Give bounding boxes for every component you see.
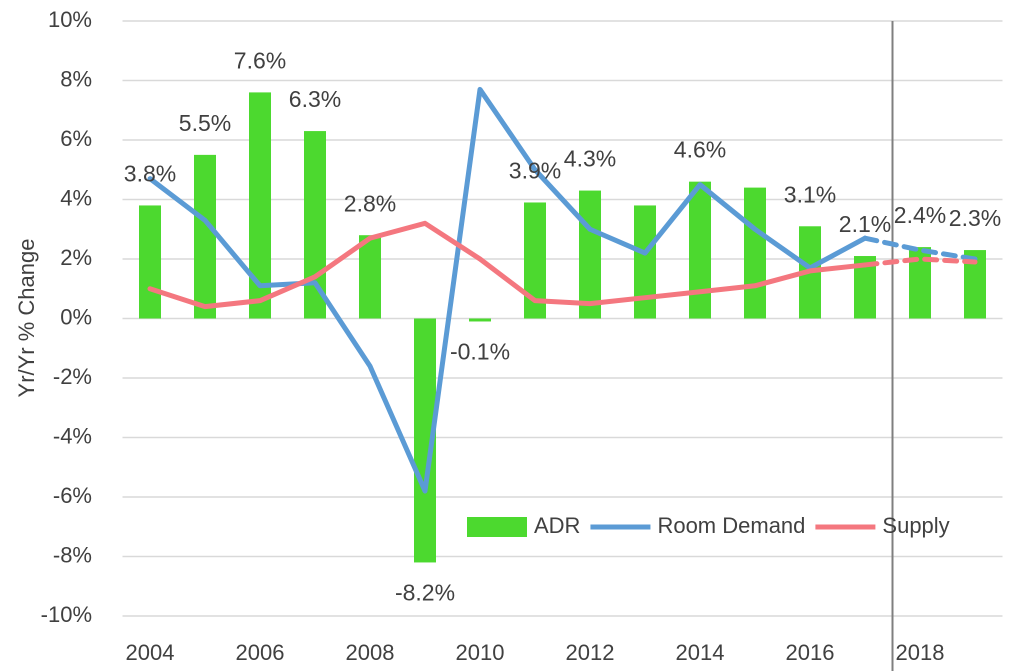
x-tick-label: 2006 bbox=[236, 640, 285, 665]
y-tick-label: 2% bbox=[60, 245, 92, 270]
x-tick-label: 2012 bbox=[566, 640, 615, 665]
bar bbox=[634, 205, 656, 319]
line-series bbox=[147, 220, 868, 310]
x-tick-label: 2008 bbox=[346, 640, 395, 665]
legend-swatch bbox=[467, 517, 527, 537]
bar bbox=[579, 190, 601, 319]
data-label: 2.4% bbox=[894, 202, 946, 228]
y-tick-label: -2% bbox=[53, 364, 92, 389]
y-tick-label: -6% bbox=[53, 483, 92, 508]
data-label: 2.8% bbox=[344, 190, 396, 216]
y-tick-label: 6% bbox=[60, 126, 92, 151]
data-label: 3.1% bbox=[784, 181, 836, 207]
data-label: 7.6% bbox=[234, 47, 286, 73]
x-tick-label: 2004 bbox=[126, 640, 175, 665]
data-label: 3.9% bbox=[509, 158, 561, 184]
legend-label: Supply bbox=[882, 513, 949, 538]
bar bbox=[359, 235, 381, 319]
y-tick-label: -8% bbox=[53, 542, 92, 567]
legend-label: Room Demand bbox=[657, 513, 805, 538]
data-label: 2.1% bbox=[839, 211, 891, 237]
y-tick-label: 8% bbox=[60, 66, 92, 91]
data-label: 3.8% bbox=[124, 161, 176, 187]
data-label: 6.3% bbox=[289, 86, 341, 112]
line-series bbox=[862, 256, 978, 268]
x-tick-label: 2014 bbox=[676, 640, 725, 665]
y-tick-label: 4% bbox=[60, 185, 92, 210]
bar bbox=[909, 247, 931, 319]
bar bbox=[414, 318, 436, 563]
x-tick-label: 2016 bbox=[786, 640, 835, 665]
bar bbox=[964, 250, 986, 319]
y-tick-label: -4% bbox=[53, 423, 92, 448]
bar bbox=[744, 187, 766, 319]
legend-label: ADR bbox=[534, 513, 580, 538]
line-series bbox=[862, 235, 978, 262]
y-tick-label: 0% bbox=[60, 304, 92, 329]
bar bbox=[524, 202, 546, 319]
bar bbox=[194, 154, 216, 319]
data-label: 4.6% bbox=[674, 137, 726, 163]
data-label: -0.1% bbox=[450, 339, 510, 365]
bar bbox=[469, 318, 491, 322]
bar bbox=[139, 205, 161, 319]
data-label: 5.5% bbox=[179, 110, 231, 136]
line-series bbox=[147, 86, 868, 494]
data-label: -8.2% bbox=[395, 580, 455, 606]
data-label: 2.3% bbox=[949, 205, 1001, 231]
y-tick-label: 10% bbox=[48, 7, 92, 32]
x-tick-label: 2018 bbox=[896, 640, 945, 665]
bar bbox=[689, 181, 711, 319]
x-tick-label: 2010 bbox=[456, 640, 505, 665]
y-tick-label: -10% bbox=[41, 602, 92, 627]
y-axis-title: Yr/Yr % Change bbox=[14, 239, 39, 398]
data-label: 4.3% bbox=[564, 146, 616, 172]
bar bbox=[854, 256, 876, 319]
bar bbox=[249, 92, 271, 319]
